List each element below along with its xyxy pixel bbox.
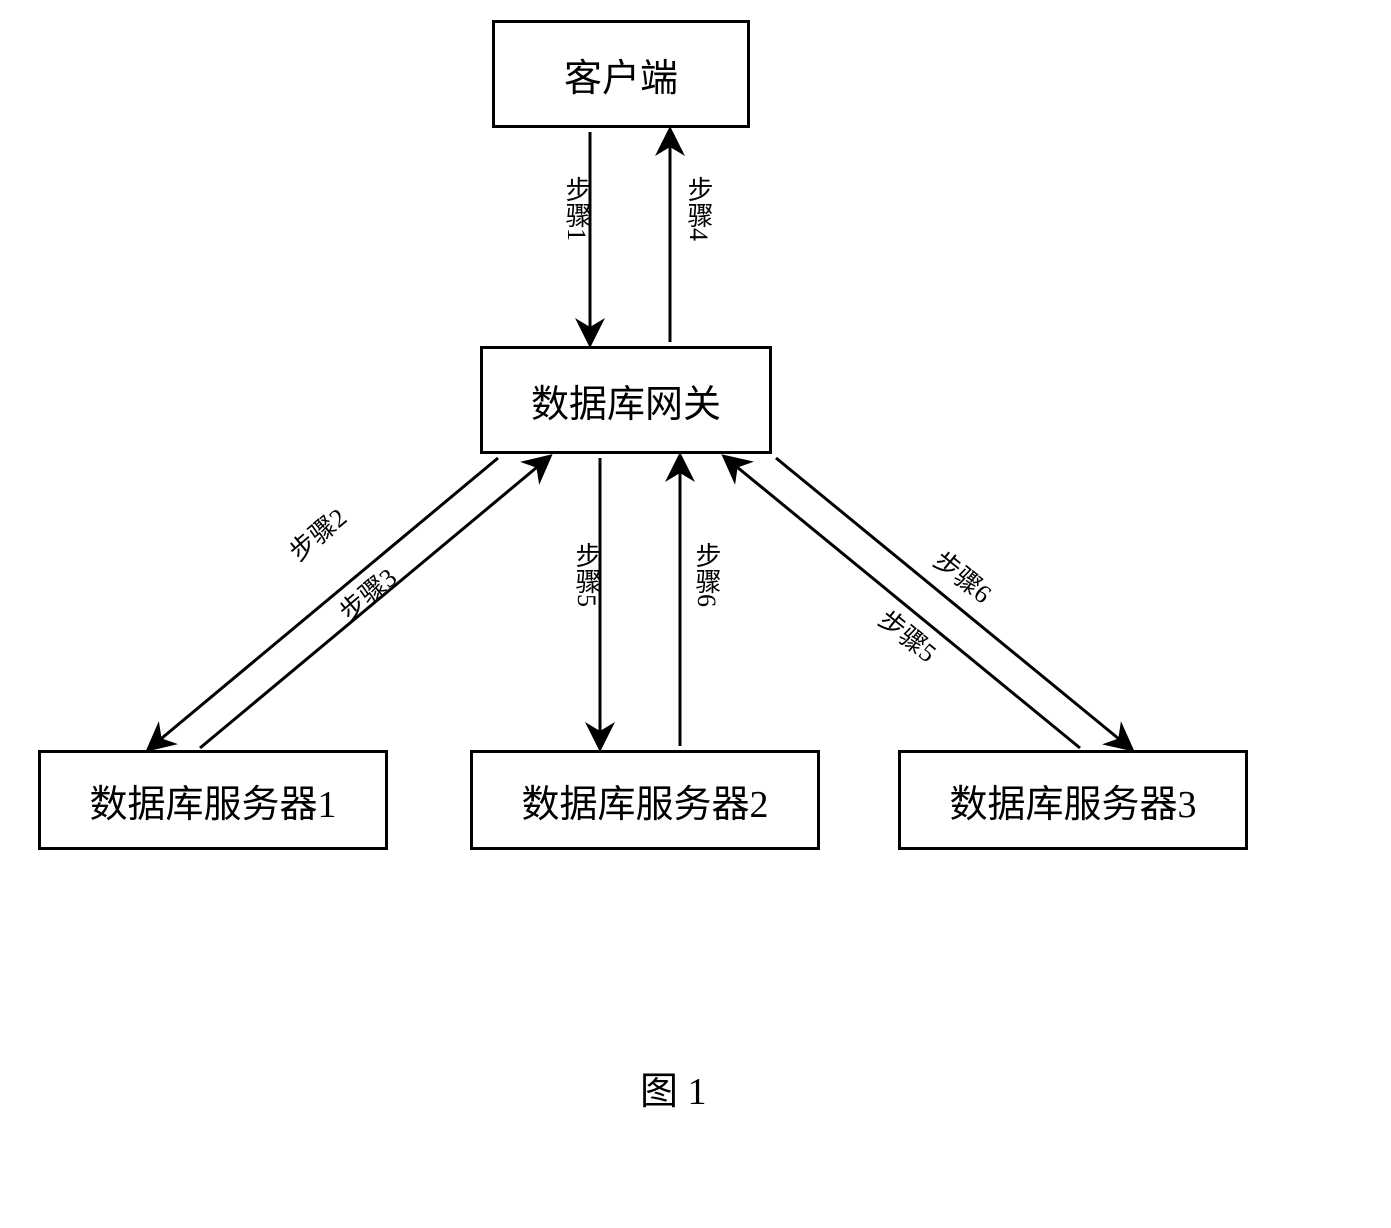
node-client-label: 客户端 xyxy=(564,47,678,102)
edge-step5b xyxy=(776,458,1130,748)
figure-caption: 图 1 xyxy=(640,1060,707,1115)
diagram-canvas: 客户端 数据库网关 数据库服务器1 数据库服务器2 数据库服务器3 xyxy=(0,0,1391,1228)
node-db2: 数据库服务器2 xyxy=(470,750,820,850)
node-gateway: 数据库网关 xyxy=(480,346,772,454)
label-step5b: 步骤5 xyxy=(872,600,946,670)
node-client: 客户端 xyxy=(492,20,750,128)
node-db1: 数据库服务器1 xyxy=(38,750,388,850)
label-step5a: 步骤5 xyxy=(568,542,605,607)
node-db3: 数据库服务器3 xyxy=(898,750,1248,850)
node-db3-label: 数据库服务器3 xyxy=(949,773,1196,828)
label-step6a: 步骤6 xyxy=(688,542,725,607)
label-step3: 步骤3 xyxy=(330,558,404,628)
edge-step6b xyxy=(726,458,1080,748)
node-db2-label: 数据库服务器2 xyxy=(521,773,768,828)
node-gateway-label: 数据库网关 xyxy=(531,373,721,428)
label-step2: 步骤2 xyxy=(280,498,354,568)
label-step1: 步骤1 xyxy=(558,176,595,241)
node-db1-label: 数据库服务器1 xyxy=(89,773,336,828)
label-step6b: 步骤6 xyxy=(927,541,1001,611)
label-step4: 步骤4 xyxy=(680,176,717,241)
